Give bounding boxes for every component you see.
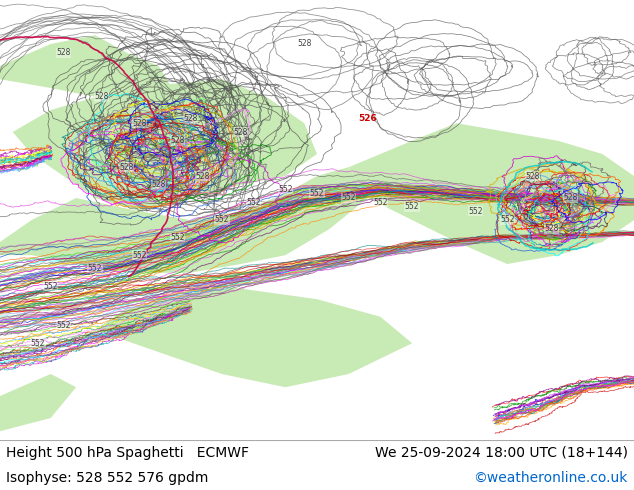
Text: 552: 552 — [500, 216, 514, 224]
Text: 552: 552 — [373, 198, 387, 207]
Text: 528: 528 — [133, 119, 146, 128]
Text: 552: 552 — [44, 281, 58, 291]
Polygon shape — [0, 374, 76, 431]
Text: 528: 528 — [94, 92, 108, 101]
Text: 552: 552 — [88, 264, 102, 273]
Text: 552: 552 — [171, 233, 184, 242]
Polygon shape — [13, 79, 317, 211]
Text: 528: 528 — [183, 114, 197, 123]
Text: 528: 528 — [564, 194, 578, 202]
Text: 528: 528 — [545, 224, 559, 233]
Text: 552: 552 — [310, 189, 324, 198]
Polygon shape — [349, 123, 634, 264]
Text: 528: 528 — [297, 40, 311, 49]
Text: 552: 552 — [133, 251, 146, 260]
Text: 552: 552 — [56, 321, 70, 330]
Text: 528: 528 — [234, 127, 248, 137]
Text: 552: 552 — [342, 194, 356, 202]
Text: 526: 526 — [358, 114, 377, 123]
Text: 528: 528 — [152, 180, 165, 189]
Polygon shape — [0, 35, 178, 110]
Text: ©weatheronline.co.uk: ©weatheronline.co.uk — [474, 470, 628, 485]
Text: 552: 552 — [247, 198, 261, 207]
Polygon shape — [95, 286, 412, 387]
Text: Isophyse: 528 552 576 gpdm: Isophyse: 528 552 576 gpdm — [6, 470, 209, 485]
Text: 552: 552 — [405, 202, 419, 211]
Text: 552: 552 — [215, 216, 229, 224]
Text: 552: 552 — [278, 185, 292, 194]
Text: 528: 528 — [526, 172, 540, 180]
Text: 528: 528 — [120, 163, 134, 172]
Text: 528: 528 — [171, 136, 184, 146]
Polygon shape — [0, 167, 368, 273]
Text: 528: 528 — [56, 49, 70, 57]
Text: 552: 552 — [31, 339, 45, 348]
Text: Height 500 hPa Spaghetti   ECMWF: Height 500 hPa Spaghetti ECMWF — [6, 445, 249, 460]
Text: We 25-09-2024 18:00 UTC (18+144): We 25-09-2024 18:00 UTC (18+144) — [375, 445, 628, 460]
Text: 552: 552 — [469, 207, 482, 216]
Text: 528: 528 — [196, 172, 210, 180]
